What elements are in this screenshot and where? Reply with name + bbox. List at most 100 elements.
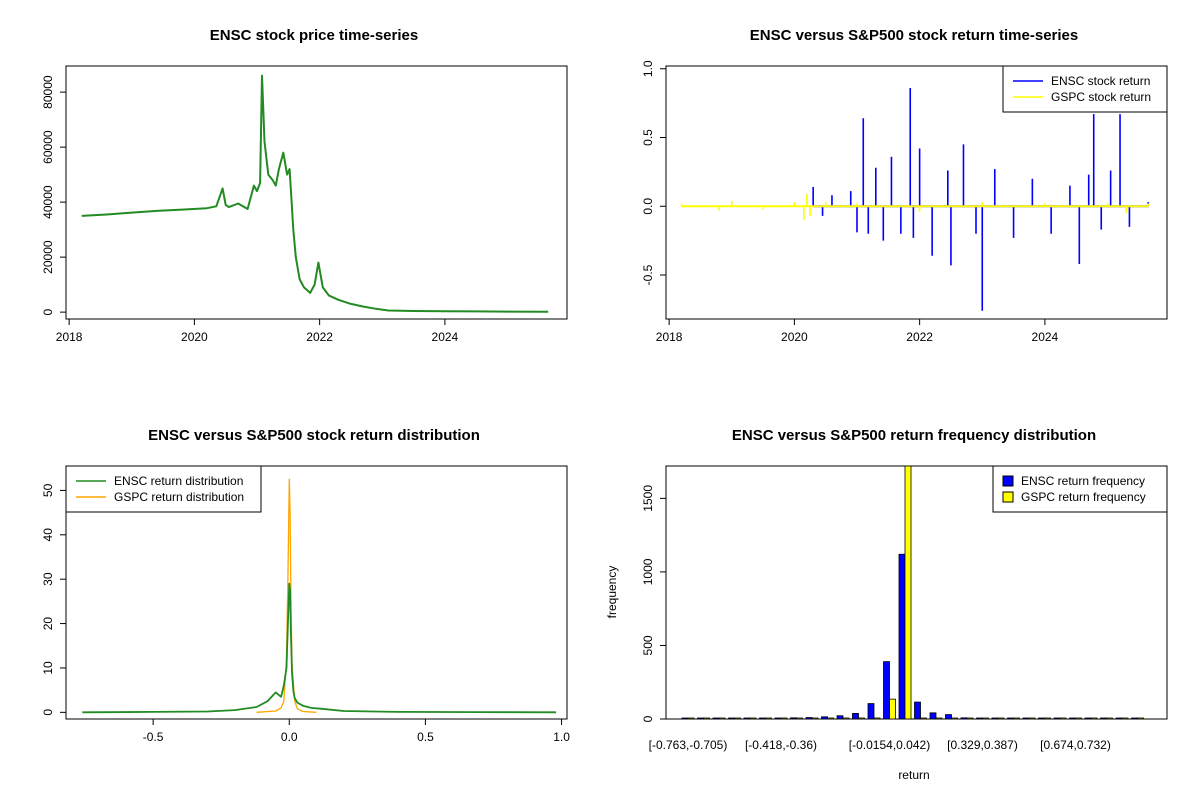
bar-gspc-frequency (1028, 717, 1036, 720)
legend-label: GSPC stock return (1051, 90, 1151, 104)
distribution-marks: -0.5 0.0 0.5 1.0 0 10 20 30 40 50 ENSC return dist… (41, 465, 570, 744)
panel-price: ENSC stock price time-series 2018 2020 202… (41, 27, 568, 344)
x-tick-label: 2022 (906, 330, 933, 344)
bar-ensc-frequency (883, 661, 890, 720)
bar-gspc-frequency (873, 717, 881, 720)
x-tick-label: 2018 (56, 330, 83, 344)
bar-gspc-frequency (1090, 717, 1098, 720)
y-tick-label: 60000 (41, 130, 55, 164)
y-tick-label: 20 (41, 617, 55, 631)
bar-gspc-frequency (1044, 717, 1051, 720)
bar-ensc-frequency (805, 717, 813, 720)
returns-marks: 2018 2020 2022 2024 -0.5 0.0 0.5 1.0 ENSC stock … (641, 60, 1168, 344)
chart-title-distribution: ENSC versus S&P500 stock return distribu… (148, 427, 480, 444)
bar-ensc-frequency (1100, 717, 1107, 720)
x-tick-label: -0.5 (143, 730, 164, 744)
x-tick-label: 2022 (306, 330, 333, 344)
legend-swatch (1002, 475, 1014, 487)
x-axis-label-frequency: return (898, 768, 929, 782)
bar-gspc-frequency (966, 717, 974, 720)
bar-ensc-frequency (991, 717, 999, 720)
series-gspc-density (256, 478, 317, 713)
frequency-marks: 0 500 1000 1500 [-0.763,-0.705) [-0.418,-0.36… (641, 465, 1168, 752)
chart-title-price: ENSC stock price time-series (210, 27, 418, 44)
bar-gspc-frequency (935, 717, 943, 720)
bar-ensc-frequency (852, 713, 859, 720)
y-tick-label: 30 (41, 572, 55, 586)
x-tick-label: 2020 (781, 330, 808, 344)
bar-gspc-frequency (858, 717, 865, 720)
bar-ensc-frequency (1069, 717, 1076, 720)
bar-ensc-frequency (960, 717, 968, 720)
bar-gspc-frequency (951, 717, 958, 720)
x-tick-label: 1.0 (553, 730, 570, 744)
y-tick-label: 0 (41, 709, 55, 716)
legend-label: GSPC return distribution (114, 490, 244, 504)
bar-gspc-frequency (889, 698, 896, 720)
y-tick-label: 20000 (41, 240, 55, 274)
bar-ensc-frequency (1053, 717, 1061, 720)
bar-gspc-frequency (718, 717, 726, 720)
bar-ensc-frequency (1022, 717, 1030, 720)
legend-label: ENSC stock return (1051, 74, 1150, 88)
bar-gspc-frequency (780, 717, 788, 720)
legend-label: ENSC return frequency (1021, 474, 1145, 488)
y-tick-label: 0.0 (641, 198, 655, 215)
bar-gspc-frequency (703, 717, 710, 720)
y-axis-label-frequency: frequency (605, 566, 619, 619)
bar-ensc-frequency (1007, 717, 1014, 720)
y-tick-label: 1.0 (641, 60, 655, 77)
bar-ensc-frequency (898, 553, 906, 720)
y-tick-label: 50 (41, 483, 55, 497)
x-category-label: [-0.0154,0.042) (849, 738, 930, 752)
y-tick-label: 0 (641, 715, 655, 722)
x-category-label: [-0.418,-0.36) (745, 738, 817, 752)
legend-swatch (1002, 491, 1014, 503)
bar-ensc-frequency (976, 717, 983, 720)
bar-ensc-frequency (1115, 717, 1123, 720)
x-tick-label: 0.5 (417, 730, 434, 744)
panel-distribution: ENSC versus S&P500 stock return distribu… (41, 427, 570, 744)
legend-box (992, 465, 1168, 513)
bar-gspc-frequency (687, 717, 695, 720)
bar-gspc-frequency (1137, 717, 1144, 720)
y-tick-label: 80000 (41, 75, 55, 109)
panel-returns: ENSC versus S&P500 stock return time-ser… (641, 27, 1168, 344)
series-ensc-price (81, 74, 549, 313)
bar-ensc-frequency (1131, 717, 1138, 720)
x-tick-label: 2024 (1032, 330, 1059, 344)
legend-box (65, 465, 262, 513)
bar-ensc-frequency (836, 715, 844, 720)
bar-gspc-frequency (827, 717, 834, 720)
y-tick-label: 500 (641, 635, 655, 655)
bar-gspc-frequency (749, 717, 757, 720)
bar-gspc-frequency (796, 717, 803, 720)
bar-ensc-frequency (867, 703, 875, 720)
bar-gspc-frequency (842, 717, 850, 720)
x-category-label: [-0.763,-0.705) (649, 738, 728, 752)
x-category-label: [0.674,0.732) (1040, 738, 1111, 752)
series-ensc-density (82, 582, 557, 714)
bar-ensc-frequency (914, 701, 921, 720)
x-tick-label: 2024 (432, 330, 459, 344)
chart-title-returns: ENSC versus S&P500 stock return time-ser… (750, 27, 1078, 44)
bar-ensc-frequency (929, 712, 937, 720)
bar-gspc-frequency (920, 717, 927, 720)
bar-gspc-frequency (1075, 717, 1082, 720)
y-tick-label: -0.5 (641, 264, 655, 285)
y-tick-label: 0 (41, 308, 55, 315)
bar-gspc-frequency (1121, 717, 1129, 720)
legend-box (1002, 65, 1168, 113)
legend-label: ENSC return distribution (114, 474, 243, 488)
bar-gspc-frequency (811, 717, 819, 720)
bar-gspc-frequency (997, 717, 1005, 720)
bar-gspc-frequency (982, 717, 989, 720)
bar-ensc-frequency (1038, 717, 1045, 720)
bar-gspc-frequency (904, 465, 912, 720)
bar-ensc-frequency (728, 717, 735, 720)
y-tick-label: 1000 (641, 558, 655, 585)
price-marks: 2018 2020 2022 2024 0 20000 40000 60000 80000 (41, 74, 549, 344)
bar-ensc-frequency (1084, 717, 1092, 720)
x-tick-label: 0.0 (281, 730, 298, 744)
